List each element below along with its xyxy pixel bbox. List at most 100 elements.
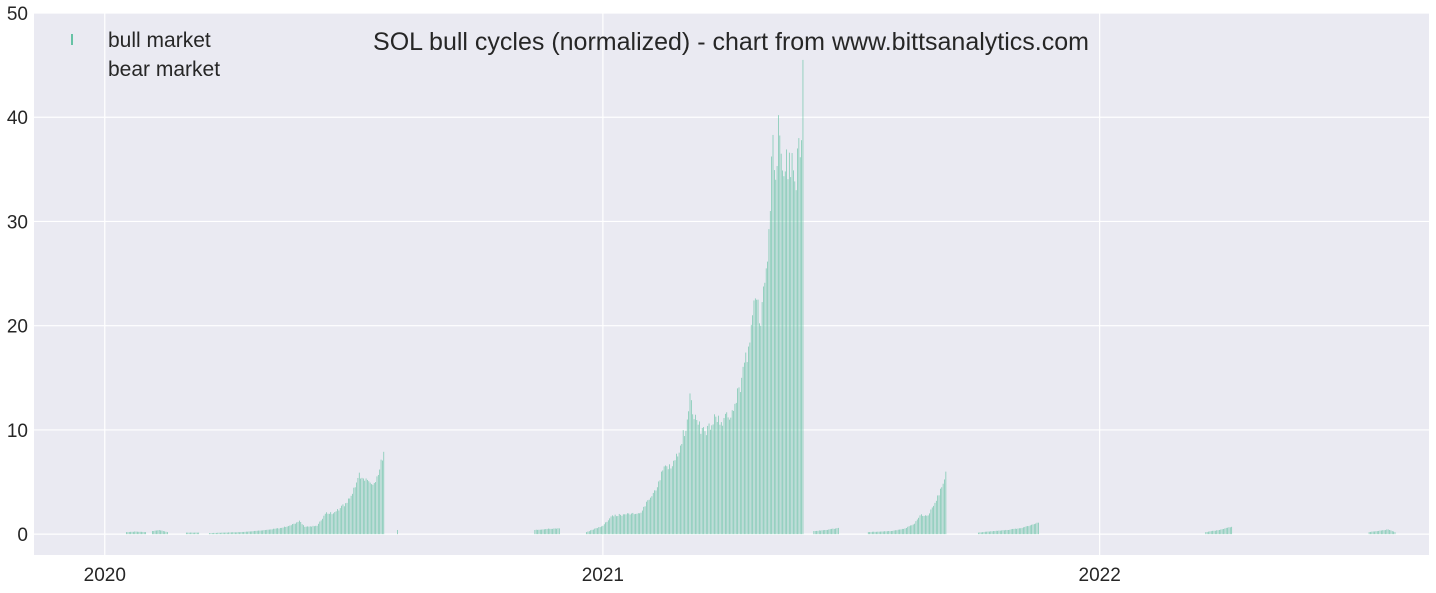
bar — [371, 484, 372, 535]
bar — [831, 528, 832, 535]
bar — [601, 526, 602, 535]
bar — [733, 410, 734, 535]
bar — [1219, 529, 1220, 535]
bar — [926, 515, 928, 535]
bar — [773, 170, 775, 535]
bar — [708, 423, 710, 535]
bar — [822, 530, 824, 535]
bar — [910, 525, 911, 535]
bar — [548, 528, 549, 535]
bar — [876, 531, 877, 535]
bar — [914, 523, 915, 535]
legend-label: bull market — [108, 29, 211, 52]
legend-swatch-icon — [71, 34, 73, 45]
bar — [241, 531, 243, 535]
bar — [211, 533, 213, 535]
bar — [652, 492, 654, 535]
bar — [643, 506, 645, 535]
bar — [790, 177, 792, 535]
bar — [377, 474, 379, 535]
bar — [665, 465, 666, 535]
bar — [290, 525, 292, 535]
bar — [802, 59, 804, 535]
bar — [379, 469, 381, 535]
bar — [772, 134, 774, 535]
bar — [906, 528, 907, 535]
bar — [892, 530, 894, 535]
bar — [130, 531, 132, 535]
bar — [1386, 529, 1388, 535]
bar — [154, 530, 156, 535]
bar — [220, 532, 221, 535]
bar — [230, 532, 232, 535]
bar — [771, 156, 773, 535]
bar — [1021, 527, 1023, 535]
bar — [1005, 529, 1007, 535]
bar — [1033, 524, 1035, 535]
bar — [632, 512, 634, 535]
bar — [920, 514, 922, 535]
bar — [259, 530, 261, 535]
bar — [356, 482, 357, 535]
bar — [326, 512, 327, 535]
bar — [141, 531, 142, 535]
plot-area — [34, 13, 1429, 555]
bar — [307, 526, 308, 535]
bar — [255, 530, 257, 535]
bar — [269, 529, 270, 535]
bar — [165, 531, 167, 535]
bar — [588, 531, 590, 535]
bar — [697, 424, 699, 535]
bar — [935, 500, 937, 535]
bar — [609, 518, 611, 535]
bar — [837, 527, 839, 535]
bar — [194, 532, 195, 535]
bar — [723, 418, 725, 535]
bar — [618, 513, 620, 535]
bar — [186, 532, 187, 535]
bar — [722, 425, 724, 535]
bar — [157, 530, 159, 535]
bar — [686, 419, 688, 535]
bar — [748, 346, 749, 535]
bar — [663, 466, 665, 535]
bar — [292, 524, 293, 535]
bar — [1382, 530, 1384, 535]
bar — [1220, 529, 1222, 535]
bar — [224, 532, 225, 535]
bar — [138, 531, 140, 535]
bar — [316, 525, 318, 535]
bar — [696, 420, 698, 535]
bar — [236, 532, 238, 535]
bar — [237, 532, 239, 535]
bar — [744, 362, 745, 535]
bar — [900, 529, 902, 535]
bar — [703, 427, 704, 535]
bar — [757, 299, 759, 535]
bar — [187, 532, 189, 535]
bar — [300, 522, 302, 535]
bar — [616, 516, 617, 535]
bar — [763, 286, 764, 535]
bar — [558, 528, 560, 535]
bar — [535, 529, 537, 535]
bar — [352, 493, 353, 535]
bar — [1028, 526, 1030, 535]
bar — [1209, 531, 1211, 535]
bar — [711, 425, 713, 535]
bar — [315, 525, 317, 535]
bar — [888, 531, 890, 535]
bar — [286, 526, 288, 535]
bar — [689, 393, 691, 535]
bar — [318, 523, 319, 535]
bar — [222, 532, 224, 535]
bar — [244, 531, 246, 535]
bar — [764, 282, 766, 535]
bar — [1205, 532, 1207, 535]
bar — [284, 526, 285, 535]
bar — [1387, 529, 1389, 535]
bar — [264, 530, 266, 535]
bar — [901, 528, 903, 535]
bar — [278, 528, 280, 535]
bar — [324, 513, 326, 535]
